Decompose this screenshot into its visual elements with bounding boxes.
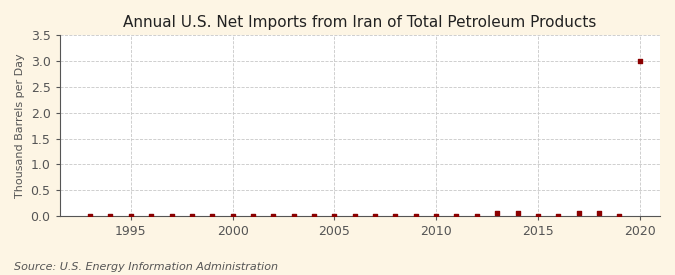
Y-axis label: Thousand Barrels per Day: Thousand Barrels per Day — [15, 53, 25, 198]
Point — [634, 59, 645, 63]
Point — [329, 214, 340, 218]
Point — [492, 211, 503, 216]
Point — [512, 211, 523, 216]
Point — [186, 214, 197, 218]
Point — [207, 214, 217, 218]
Point — [593, 211, 604, 216]
Point — [390, 214, 401, 218]
Point — [166, 214, 177, 218]
Point — [288, 214, 299, 218]
Point — [85, 214, 96, 218]
Point — [349, 214, 360, 218]
Point — [573, 211, 584, 216]
Point — [553, 214, 564, 218]
Point — [248, 214, 259, 218]
Point — [410, 214, 421, 218]
Text: Source: U.S. Energy Information Administration: Source: U.S. Energy Information Administ… — [14, 262, 277, 272]
Point — [370, 214, 381, 218]
Point — [471, 214, 482, 218]
Title: Annual U.S. Net Imports from Iran of Total Petroleum Products: Annual U.S. Net Imports from Iran of Tot… — [123, 15, 597, 30]
Point — [451, 214, 462, 218]
Point — [431, 214, 441, 218]
Point — [227, 214, 238, 218]
Point — [105, 214, 116, 218]
Point — [308, 214, 319, 218]
Point — [126, 214, 136, 218]
Point — [268, 214, 279, 218]
Point — [614, 214, 624, 218]
Point — [533, 214, 543, 218]
Point — [146, 214, 157, 218]
